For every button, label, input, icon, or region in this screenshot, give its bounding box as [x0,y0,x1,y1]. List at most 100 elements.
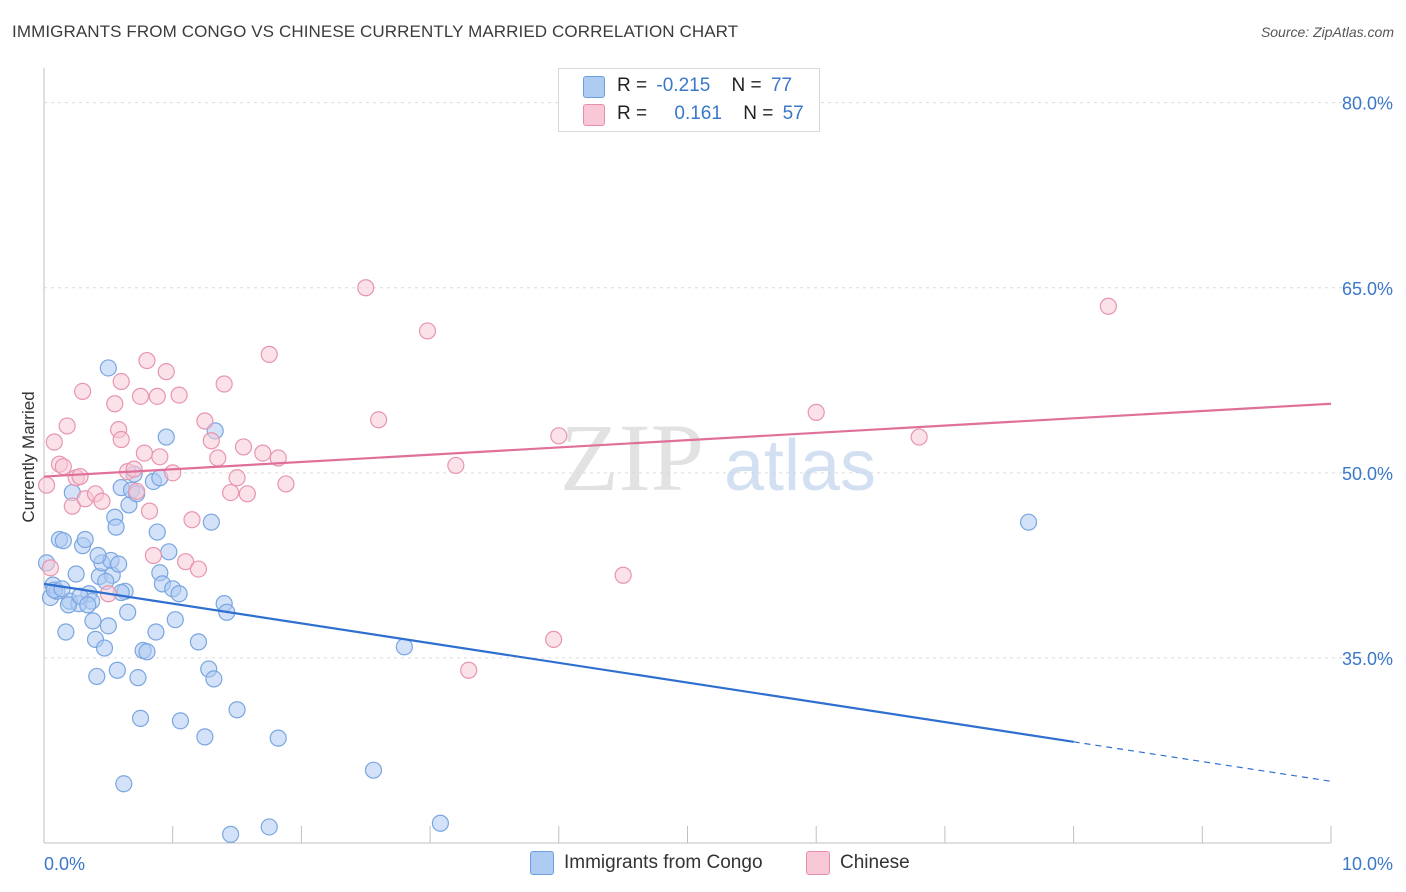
chinese-point [183,511,201,529]
chinese-point [550,427,568,445]
congo-point [171,712,190,730]
chinese-point [215,375,233,393]
congo-point [189,633,208,651]
congo-point [108,661,126,679]
x-tick-label: 10.0% [1342,854,1393,874]
legend-n-label: N = [731,75,762,96]
congo-point [129,669,147,687]
legend-n-value-congo: 77 [770,75,793,96]
congo-point [166,611,184,629]
chinese-point [277,475,295,493]
series-label-congo: Immigrants from Congo [564,852,763,873]
y-tick-label: 65.0% [1342,279,1393,299]
chinese-point [71,467,89,486]
congo-point [228,701,246,719]
chinese-point [144,546,162,565]
congo-point [269,729,287,747]
congo-point [99,617,117,635]
source-label: Source: ZipAtlas.com [1260,24,1394,40]
chinese-point [148,387,166,405]
congo-point [222,825,240,843]
chinese-point [222,483,240,502]
chinese-point [128,482,146,500]
series-swatch-chinese [806,851,830,875]
chinese-point [54,458,72,476]
chinese-trend-line [43,402,1332,478]
chinese-point [910,428,928,446]
chinese-point [58,417,76,435]
congo-point [79,596,97,614]
chinese-point [74,382,92,401]
congo-point [59,596,78,614]
congo-point [57,623,75,641]
congo-point [95,639,114,657]
chinese-point [238,485,256,503]
congo-point [110,555,128,573]
congo-point [76,530,94,549]
chinese-point [93,492,111,510]
series-legend-congo[interactable]: Immigrants from Congo [530,851,763,875]
series-swatch-congo [530,851,554,875]
chinese-point [63,497,81,515]
chinese-point [614,566,632,584]
trend-lines [43,402,1332,782]
congo-point [160,543,178,561]
watermark: ZIP atlas [560,404,876,511]
chinese-point [370,411,388,429]
congo-point [260,818,278,836]
chinese-point [189,560,208,578]
chinese-point [228,469,246,487]
congo-point [431,814,449,832]
chinese-point [37,476,56,494]
correlation-legend: R = -0.215 N = 77 R = 0.161 N = 57 [558,68,820,132]
chinese-point [170,386,188,404]
congo-point [115,775,133,793]
y-axis-label: Currently Married [19,391,38,522]
data-points [37,279,1117,843]
congo-point [148,523,166,541]
congo-point [89,546,107,565]
congo-point [157,428,175,446]
series-legend: Immigrants from Congo Chinese [0,851,1406,877]
congo-point [364,761,383,779]
chinese-point [131,387,150,405]
congo-point [196,728,214,746]
watermark-atlas: atlas [724,426,876,506]
congo-point [53,580,71,598]
legend-r-label: R = [617,75,648,96]
congo-trend-extension [1073,741,1332,782]
legend-swatch-chinese [583,104,605,126]
chinese-point [140,502,159,520]
congo-point [1019,513,1038,531]
legend-r-value-chinese: 0.161 [674,103,722,124]
x-tick-label: 0.0% [44,854,85,874]
chinese-point [202,432,220,450]
congo-point [54,532,72,550]
congo-point [205,670,223,688]
chinese-point [125,460,143,478]
congo-point [119,603,137,621]
chinese-point [112,372,130,391]
congo-point [138,643,156,661]
y-tick-label: 50.0% [1342,464,1393,484]
legend-r-label: R = [617,103,648,124]
tick-labels: 35.0% 50.0% 65.0% 80.0% 0.0% 10.0% [44,94,1393,874]
chinese-point [164,464,182,482]
chinese-point [157,363,175,381]
congo-point [170,585,188,603]
congo-point [99,359,117,377]
legend-swatch-congo [583,76,605,98]
legend-r-value-congo: -0.215 [656,75,711,96]
chinese-point [357,279,375,297]
chinese-point [151,448,169,466]
congo-point [84,612,102,630]
congo-point [107,518,125,536]
congo-point [147,623,165,641]
chinese-point [447,456,465,475]
chinese-point [41,559,60,577]
legend-n-label: N = [743,103,774,124]
congo-point [395,638,413,656]
series-legend-chinese[interactable]: Chinese [806,851,910,875]
series-label-chinese: Chinese [840,852,910,873]
